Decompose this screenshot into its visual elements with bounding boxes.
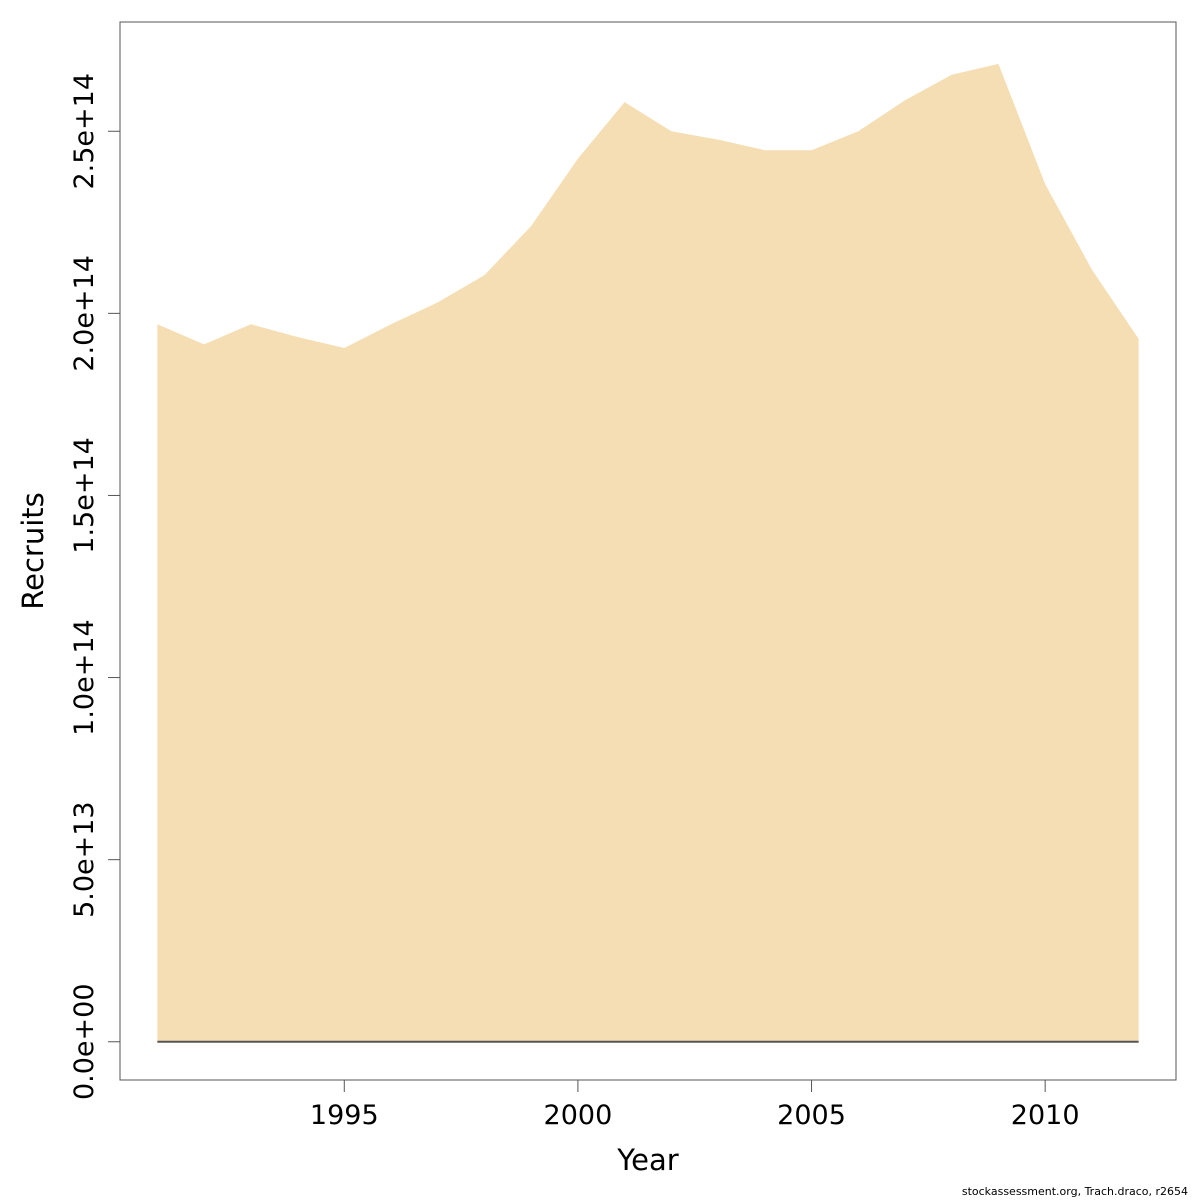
- x-axis-label: Year: [616, 1143, 678, 1177]
- x-tick-label: 2000: [544, 1100, 613, 1131]
- y-tick-label: 5.0e+13: [69, 801, 100, 918]
- y-tick-label: 1.5e+14: [69, 437, 100, 554]
- x-tick-label: 1995: [310, 1100, 379, 1131]
- plot-box: [119, 21, 1177, 1081]
- y-axis: 0.0e+00 5.0e+13 1.0e+14 1.5e+14 2.0e+14 2.5e+…: [69, 73, 120, 1100]
- y-tick-label: 2.0e+14: [69, 255, 100, 372]
- y-axis-label: Recruits: [16, 492, 50, 609]
- area-layer: [157, 63, 1139, 1043]
- x-tick-label: 2010: [1011, 1100, 1080, 1131]
- credit-text: stockassessment.org, Trach.draco, r2654: [961, 1185, 1188, 1198]
- y-tick-label: 1.0e+14: [69, 619, 100, 736]
- y-tick-label: 0.0e+00: [69, 983, 100, 1100]
- area-series-0: [157, 63, 1139, 1042]
- x-tick-label: 2005: [777, 1100, 846, 1131]
- y-tick-label: 2.5e+14: [69, 73, 100, 190]
- x-axis: 1995 2000 2005 2010: [310, 1080, 1080, 1131]
